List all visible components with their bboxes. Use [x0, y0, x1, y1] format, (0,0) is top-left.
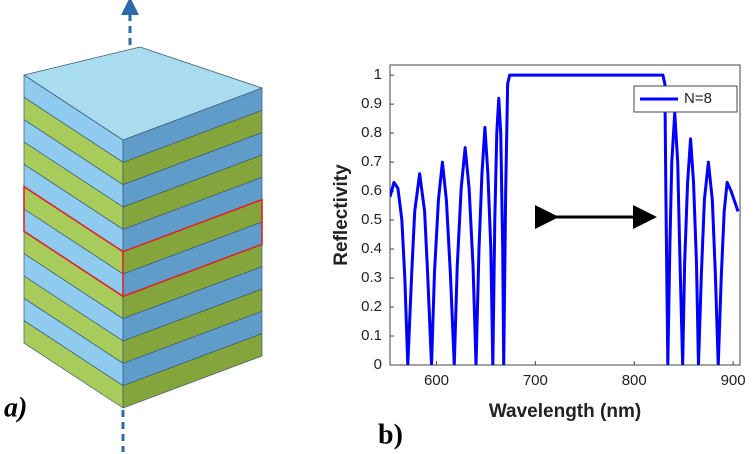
series-line: [390, 73, 740, 365]
legend-label: N=8: [684, 90, 712, 107]
plot: 0 0.1 0.2 0.3 0.4 0.5 0.6 0.7 0.8 0.9 1 600 700 800 90…: [361, 66, 745, 389]
x-tick-label: 900: [721, 372, 746, 389]
y-tick-label: 0.2: [361, 298, 382, 315]
layer-stack: [23, 46, 264, 409]
top-face: [23, 46, 264, 141]
y-tick-label: 0.4: [361, 240, 382, 257]
layer-right: [122, 333, 263, 409]
y-tick-label: 0.3: [361, 269, 382, 286]
x-axis-label: Wavelength (nm): [489, 401, 641, 422]
y-tick-label: 0: [374, 356, 382, 373]
y-tick-label: 0.1: [361, 327, 382, 344]
y-tick-label: 0.5: [361, 211, 382, 228]
y-tick-label: 0.8: [361, 124, 382, 141]
y-tick-label: 1: [374, 66, 382, 83]
x-tick-label: 600: [424, 372, 449, 389]
y-tick-label: 0.7: [361, 153, 382, 170]
y-tick-label: 0.9: [361, 95, 382, 112]
y-tick-label: 0.6: [361, 182, 382, 199]
y-axis-label: Reflectivity: [331, 164, 352, 266]
panel-label: a): [4, 392, 27, 423]
x-tick-label: 800: [622, 372, 647, 389]
x-tick-label: 700: [523, 372, 548, 389]
panel-label: b): [378, 419, 403, 450]
